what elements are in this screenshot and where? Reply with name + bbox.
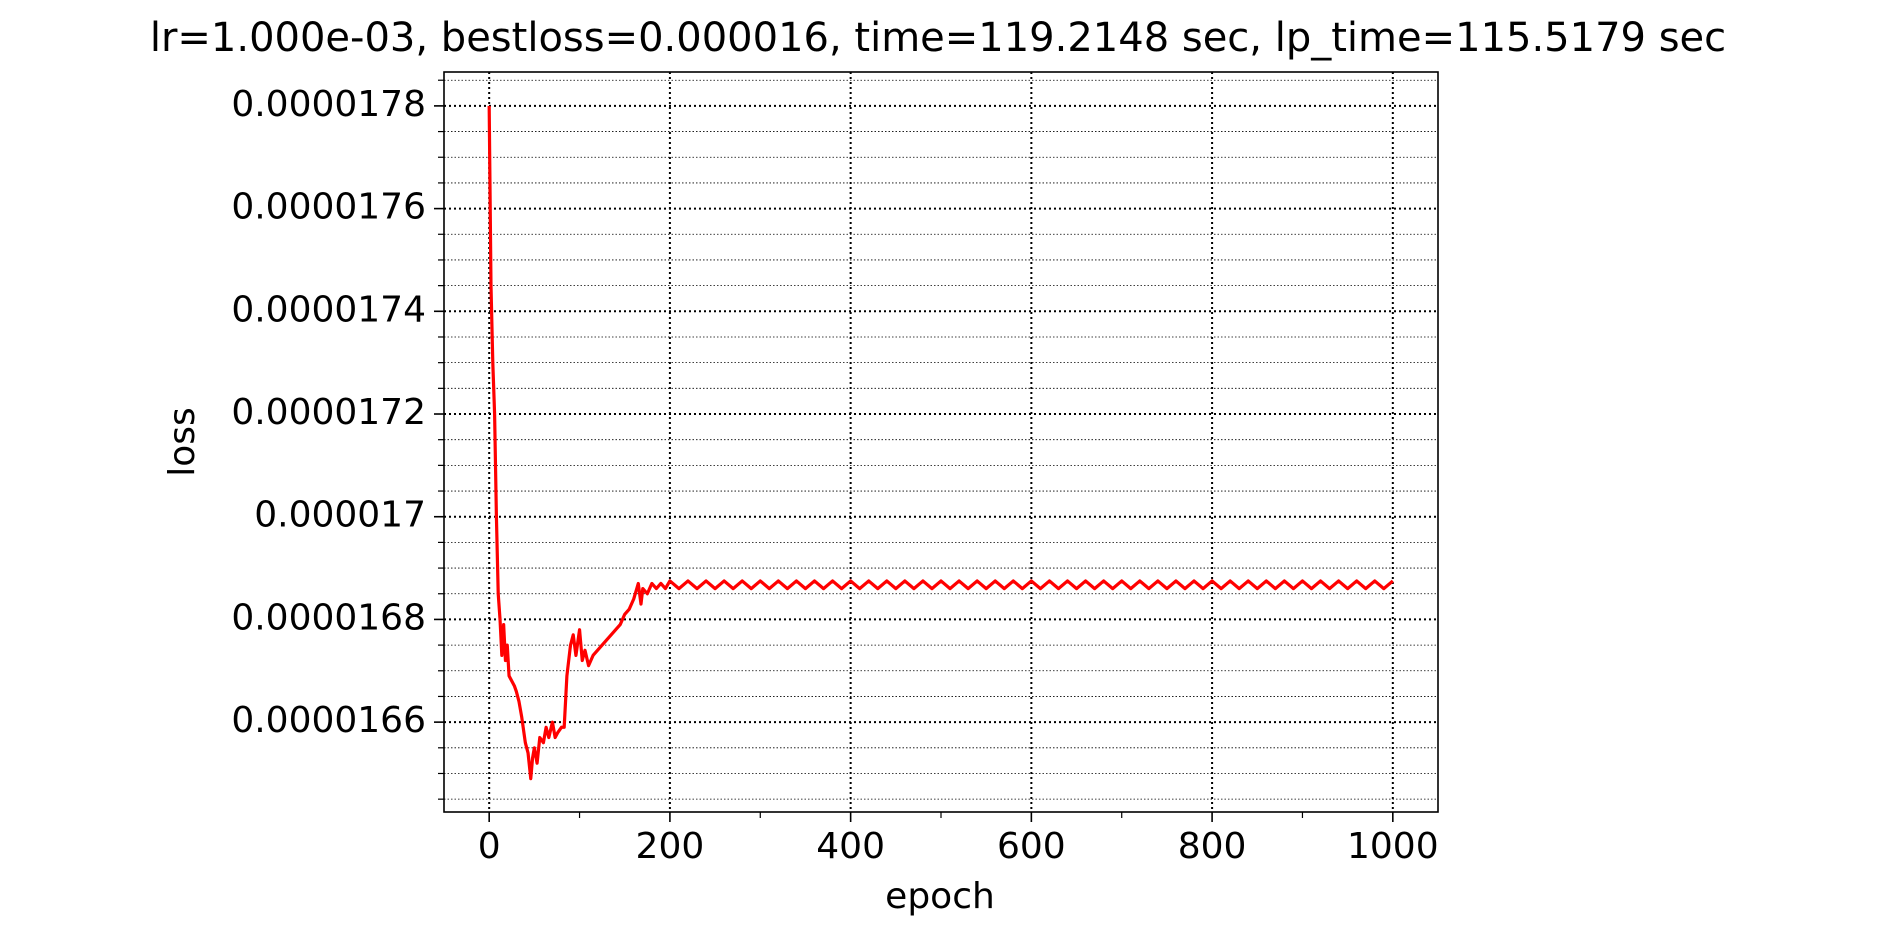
x-tick-label: 400 (816, 826, 885, 867)
y-axis-label: loss (162, 407, 203, 477)
x-tick-label: 1000 (1347, 826, 1439, 867)
x-tick-label: 600 (997, 826, 1066, 867)
y-tick-label: 0.0000174 (231, 289, 426, 330)
plot-frame (443, 71, 1439, 813)
x-tick-label: 0 (478, 826, 501, 867)
y-tick-label: 0.0000172 (231, 392, 426, 433)
x-axis-label: epoch (885, 876, 995, 917)
x-tick-label: 800 (1178, 826, 1247, 867)
y-tick-label: 0.0000166 (231, 700, 426, 741)
y-tick-label: 0.000017 (254, 495, 426, 536)
y-tick-label: 0.0000178 (231, 84, 426, 125)
chart-title: lr=1.000e-03, bestloss=0.000016, time=11… (150, 15, 1726, 61)
y-tick-label: 0.0000168 (231, 597, 426, 638)
x-tick-label: 200 (636, 826, 705, 867)
y-tick-label: 0.0000176 (231, 187, 426, 228)
data-line (487, 105, 1394, 781)
